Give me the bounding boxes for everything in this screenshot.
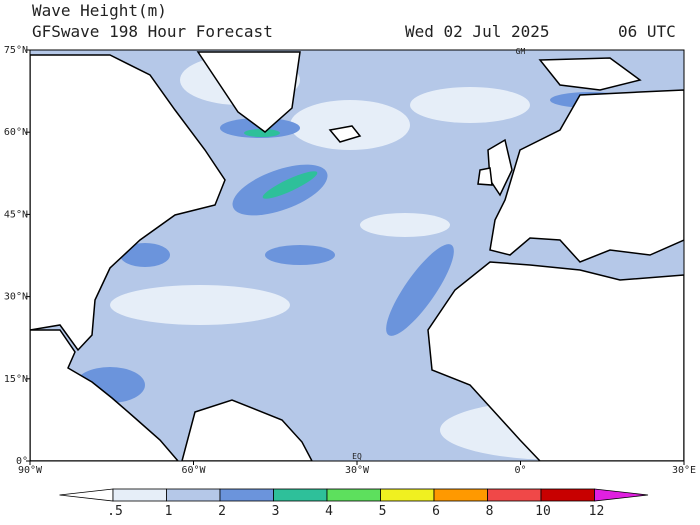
colorbar-segment	[380, 488, 435, 502]
lat-tick-label: 30°N	[4, 292, 28, 303]
date: Wed 02 Jul 2025	[405, 22, 550, 41]
colorbar-arrow	[59, 488, 114, 502]
land	[30, 51, 684, 461]
colorbar-segment	[273, 488, 328, 502]
colorbar-segment	[112, 488, 167, 502]
lat-tick-label: 0°	[16, 456, 28, 467]
title: Wave Height(m)	[32, 1, 167, 20]
colorbar-segment	[433, 488, 488, 502]
colorbar-arrow	[594, 488, 649, 502]
colorbar-label: 4	[325, 504, 333, 519]
high-area	[244, 129, 318, 199]
colorbar-label: 6	[432, 504, 440, 519]
time: 06 UTC	[618, 22, 676, 41]
colorbar-segment	[166, 488, 221, 502]
lon-tick-label: 30°W	[345, 465, 370, 476]
map-marker: GM	[516, 47, 526, 56]
lat-tick-label: 75°N	[4, 45, 28, 56]
colorbar-label: 5	[379, 504, 387, 519]
colorbar-segment	[540, 488, 595, 502]
lon-tick-label: 60°W	[181, 465, 206, 476]
colorbar-segment	[326, 488, 381, 502]
colorbar-label: 8	[486, 504, 494, 519]
map	[29, 49, 685, 462]
lon-tick-label: 30°E	[672, 465, 696, 476]
lat-tick-label: 45°N	[4, 209, 28, 220]
lat-tick-label: 15°N	[4, 374, 28, 385]
lon-tick-label: 90°W	[18, 465, 43, 476]
colorbar-segment	[219, 488, 274, 502]
subtitle: GFSwave 198 Hour Forecast	[32, 22, 273, 41]
colorbar-label: 2	[218, 504, 226, 519]
colorbar-label: 1	[165, 504, 173, 519]
colorbar-label: .5	[107, 504, 123, 519]
colorbar-label: 3	[272, 504, 280, 519]
colorbar-label: 10	[535, 504, 551, 519]
lat-tick-label: 60°N	[4, 127, 28, 138]
lon-tick-label: 0°	[514, 465, 526, 476]
map-marker: EQ	[352, 452, 362, 461]
colorbar-label: 12	[589, 504, 605, 519]
colorbar-segment	[487, 488, 542, 502]
